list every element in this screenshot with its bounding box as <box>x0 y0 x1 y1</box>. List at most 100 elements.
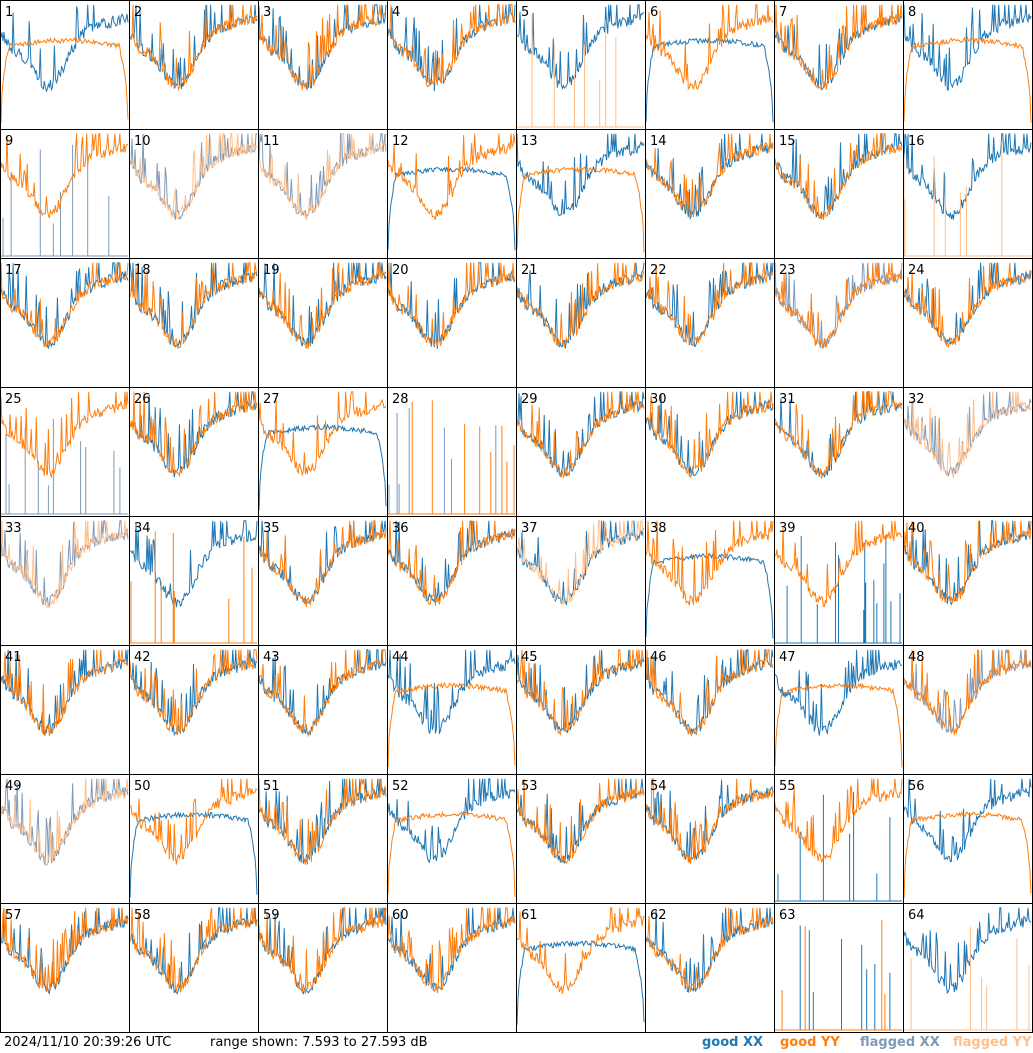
panel-label-37: 37 <box>521 521 538 536</box>
series-yy-panel-17 <box>1 262 129 349</box>
series-yy-panel-48 <box>904 649 1032 735</box>
series-xx-panel-61 <box>517 940 645 1025</box>
antenna-panel-19: 19 <box>258 258 388 388</box>
panel-label-24: 24 <box>908 263 925 278</box>
series-xx-panel-22 <box>646 262 774 347</box>
panel-label-30: 30 <box>650 392 667 407</box>
series-xx-panel-27 <box>259 423 387 511</box>
antenna-panel-3: 3 <box>258 0 388 130</box>
panel-label-19: 19 <box>263 263 280 278</box>
series-yy-panel-51 <box>259 778 387 866</box>
antenna-panel-59: 59 <box>258 903 388 1033</box>
antenna-panel-34: 34 <box>129 516 259 646</box>
antenna-panel-13: 13 <box>516 129 646 259</box>
series-xx-panel-63 <box>775 925 902 1031</box>
antenna-panel-60: 60 <box>387 903 517 1033</box>
panel-label-40: 40 <box>908 521 925 536</box>
series-yy-panel-32 <box>904 391 1032 480</box>
series-yy-panel-59 <box>259 907 387 994</box>
antenna-panel-1: 1 <box>0 0 130 130</box>
panel-label-38: 38 <box>650 521 667 536</box>
series-xx-panel-55 <box>775 791 902 902</box>
antenna-panel-41: 41 <box>0 645 130 775</box>
panel-label-33: 33 <box>5 521 22 536</box>
panel-label-56: 56 <box>908 779 925 794</box>
series-xx-panel-28 <box>388 408 515 515</box>
series-yy-panel-60 <box>388 907 516 994</box>
series-yy-panel-26 <box>130 391 258 478</box>
series-yy-panel-11 <box>259 133 387 222</box>
series-yy-panel-61 <box>517 907 645 995</box>
antenna-panel-64: 64 <box>903 903 1033 1033</box>
antenna-panel-16: 16 <box>903 129 1033 259</box>
status-footer: 2024/11/10 20:39:26 UTC range shown: 7.5… <box>0 1033 1033 1053</box>
antenna-panel-28: 28 <box>387 387 517 517</box>
series-xx-panel-14 <box>646 133 774 220</box>
panel-label-26: 26 <box>134 392 151 407</box>
series-xx-panel-52 <box>388 778 516 864</box>
panel-label-17: 17 <box>5 263 22 278</box>
panel-label-4: 4 <box>392 5 400 20</box>
series-yy-panel-8 <box>904 36 1032 124</box>
panel-label-49: 49 <box>5 779 22 794</box>
panel-label-22: 22 <box>650 263 667 278</box>
series-yy-panel-36 <box>388 519 516 606</box>
antenna-panel-50: 50 <box>129 774 259 904</box>
series-xx-panel-1 <box>1 4 129 93</box>
antenna-panel-14: 14 <box>645 129 775 259</box>
antenna-panel-35: 35 <box>258 516 388 646</box>
antenna-panel-37: 37 <box>516 516 646 646</box>
antenna-panel-44: 44 <box>387 645 517 775</box>
antenna-panel-42: 42 <box>129 645 259 775</box>
series-yy-panel-3 <box>259 4 387 91</box>
antenna-panel-20: 20 <box>387 258 517 388</box>
antenna-panel-33: 33 <box>0 516 130 646</box>
antenna-panel-55: 55 <box>774 774 904 904</box>
series-xx-panel-8 <box>904 4 1032 91</box>
series-yy-panel-31 <box>775 391 903 480</box>
series-yy-panel-27 <box>259 391 387 477</box>
series-xx-panel-56 <box>904 778 1032 863</box>
series-yy-panel-20 <box>388 262 516 347</box>
series-xx-panel-50 <box>130 810 258 898</box>
antenna-panel-10: 10 <box>129 129 259 259</box>
panel-label-52: 52 <box>392 779 409 794</box>
panel-label-6: 6 <box>650 5 658 20</box>
series-yy-panel-38 <box>646 520 774 606</box>
panel-label-14: 14 <box>650 134 667 149</box>
legend-flagged-xx: flagged XX <box>860 1035 940 1050</box>
panel-label-8: 8 <box>908 5 916 20</box>
series-xx-panel-21 <box>517 262 645 349</box>
series-xx-panel-18 <box>130 262 258 348</box>
panel-label-46: 46 <box>650 650 667 665</box>
series-yy-panel-23 <box>775 262 903 349</box>
panel-label-36: 36 <box>392 521 409 536</box>
series-xx-panel-25 <box>1 418 128 515</box>
antenna-panel-15: 15 <box>774 129 904 259</box>
panel-border-8 <box>903 0 1033 130</box>
panel-label-64: 64 <box>908 908 925 923</box>
panel-label-21: 21 <box>521 263 538 278</box>
series-xx-panel-47 <box>775 649 903 736</box>
antenna-panel-27: 27 <box>258 387 388 517</box>
series-yy-panel-1 <box>1 36 129 124</box>
panel-label-54: 54 <box>650 779 667 794</box>
series-yy-panel-53 <box>517 778 645 865</box>
antenna-panel-4: 4 <box>387 0 517 130</box>
series-xx-panel-16 <box>904 133 1032 220</box>
panel-label-29: 29 <box>521 392 538 407</box>
series-yy-panel-13 <box>517 166 645 253</box>
antenna-panel-24: 24 <box>903 258 1033 388</box>
series-yy-panel-29 <box>517 391 645 478</box>
antenna-panel-48: 48 <box>903 645 1033 775</box>
series-yy-panel-39 <box>775 520 903 608</box>
series-xx-panel-64 <box>904 907 1032 995</box>
panel-label-43: 43 <box>263 650 280 665</box>
series-yy-panel-35 <box>259 520 387 607</box>
series-yy-panel-34 <box>130 531 257 644</box>
antenna-panel-51: 51 <box>258 774 388 904</box>
antenna-panel-30: 30 <box>645 387 775 517</box>
series-yy-panel-16 <box>904 141 1031 257</box>
